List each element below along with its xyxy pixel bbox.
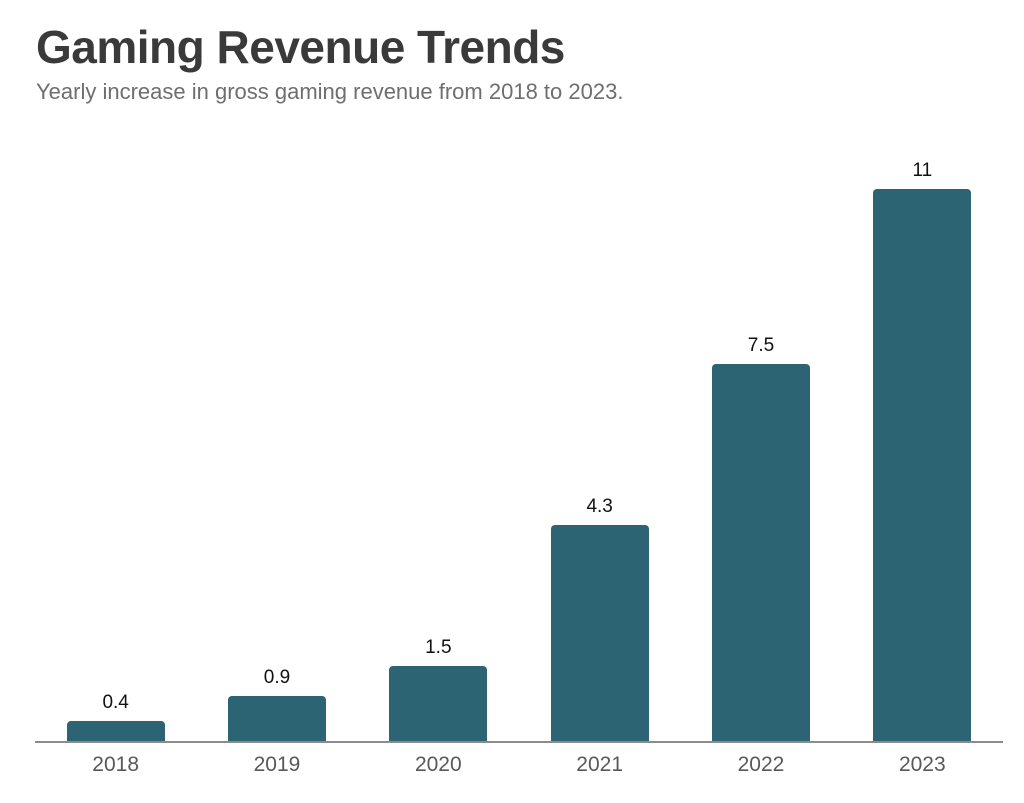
bar-column-2022: 7.5 — [680, 335, 841, 741]
chart-title: Gaming Revenue Trends — [36, 21, 565, 73]
chart-subtitle: Yearly increase in gross gaming revenue … — [36, 79, 624, 105]
bar-value-label: 0.9 — [263, 667, 291, 688]
bar-2023 — [873, 189, 972, 741]
bar-column-2021: 4.3 — [519, 496, 680, 741]
bar-value-label: 4.3 — [586, 496, 613, 517]
x-tick-label-2023: 2023 — [898, 753, 946, 776]
x-tick-label-2022: 2022 — [737, 753, 785, 776]
plot-area: 0.4 0.9 1.5 4.3 7.5 11 — [35, 107, 1003, 741]
bar-2020 — [389, 666, 488, 741]
x-tick-label-2021: 2021 — [576, 753, 623, 776]
bar-value-label: 11 — [912, 160, 933, 181]
x-tick-label-2020: 2020 — [414, 753, 462, 776]
x-tick-label-2019: 2019 — [253, 753, 301, 776]
bar-2018 — [66, 721, 165, 741]
bar-value-label: 0.4 — [102, 692, 129, 713]
bar-column-2020: 1.5 — [358, 637, 519, 741]
bar-2021 — [550, 525, 649, 741]
x-tick-label-2018: 2018 — [92, 753, 140, 776]
bar-chart: 0.4 0.9 1.5 4.3 7.5 11 2018 2019 2020 2021 2022 20… — [35, 107, 1003, 777]
chart-header: Gaming Revenue Trends Yearly increase in… — [0, 0, 1024, 106]
bar-value-label: 1.5 — [425, 637, 452, 658]
bar-column-2018: 0.4 — [35, 692, 196, 741]
x-axis-line — [35, 741, 1003, 743]
x-axis-tick-labels: 2018 2019 2020 2021 2022 2023 — [35, 743, 1003, 777]
bar-column-2023: 11 — [842, 160, 1003, 741]
bar-2022 — [711, 364, 810, 741]
bar-value-label: 7.5 — [747, 335, 775, 356]
bar-column-2019: 0.9 — [196, 667, 357, 741]
bar-2019 — [227, 696, 326, 741]
